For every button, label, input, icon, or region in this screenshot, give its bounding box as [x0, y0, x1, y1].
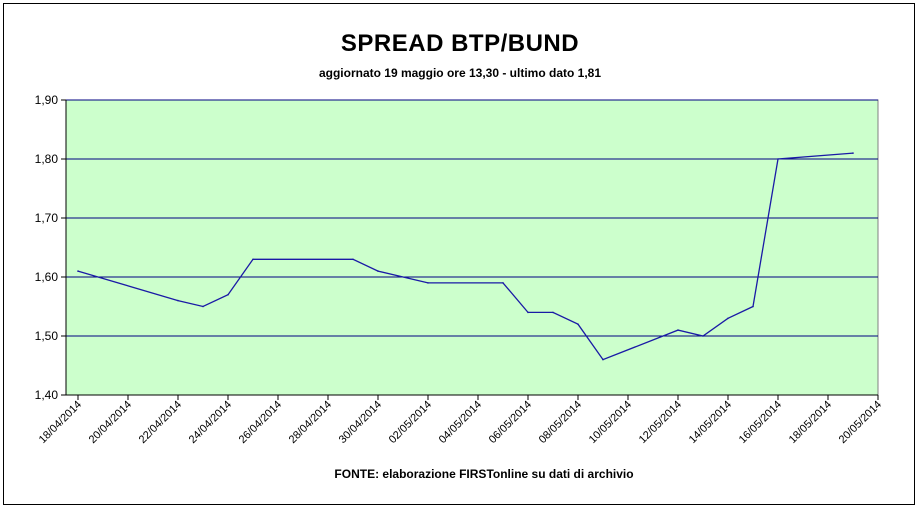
data-point	[252, 258, 254, 261]
data-point	[202, 305, 204, 308]
x-tick-label: 10/05/2014	[587, 399, 634, 446]
x-tick-label: 20/04/2014	[87, 399, 134, 446]
x-tick-label: 18/04/2014	[37, 399, 84, 446]
x-tick-label: 08/05/2014	[537, 399, 584, 446]
chart-title: SPREAD BTP/BUND	[340, 30, 580, 57]
data-point	[677, 329, 679, 331]
x-tick-label: 24/04/2014	[187, 399, 234, 446]
data-point	[227, 293, 229, 296]
x-tick-label: 26/04/2014	[237, 399, 284, 446]
y-tick-label: 1,40	[35, 388, 59, 402]
y-tick-label: 1,60	[35, 270, 59, 284]
chart-subtitle: aggiornato 19 maggio ore 13,30 - ultimo …	[318, 66, 602, 80]
x-tick-label: 12/05/2014	[637, 399, 684, 446]
data-point	[377, 270, 379, 272]
y-tick-label: 1,70	[35, 211, 59, 225]
x-tick-label: 16/05/2014	[737, 399, 784, 446]
data-point	[427, 282, 429, 284]
data-point	[777, 158, 779, 160]
x-tick-label: 20/05/2014	[837, 399, 884, 446]
data-point	[502, 282, 504, 284]
data-point	[852, 152, 854, 154]
y-tick-label: 1,80	[35, 152, 59, 166]
data-point	[352, 258, 354, 261]
data-point	[177, 299, 179, 302]
x-tick-label: 30/04/2014	[337, 399, 384, 446]
x-tick-label: 04/05/2014	[437, 399, 484, 446]
data-point	[752, 305, 754, 308]
x-tick-label: 22/04/2014	[137, 399, 184, 446]
x-tick-label: 02/05/2014	[387, 399, 434, 446]
data-point	[527, 311, 529, 314]
x-tick-label: 18/05/2014	[787, 399, 834, 446]
y-tick-label: 1,50	[35, 329, 59, 343]
chart-source: FONTE: elaborazione FIRSTonline su dati …	[334, 467, 634, 481]
data-point	[702, 335, 704, 337]
data-point	[77, 270, 79, 272]
data-point	[577, 323, 579, 326]
y-tick-label: 1,90	[35, 93, 59, 107]
data-point	[602, 358, 604, 361]
plot-area	[65, 99, 879, 396]
x-tick-label: 14/05/2014	[687, 399, 734, 446]
data-point	[552, 311, 554, 314]
x-tick-label: 06/05/2014	[487, 399, 534, 446]
data-point	[727, 317, 729, 320]
x-tick-label: 28/04/2014	[287, 399, 334, 446]
